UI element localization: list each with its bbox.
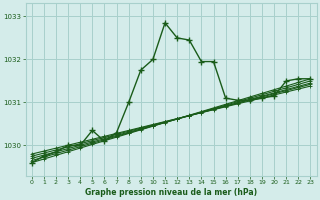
X-axis label: Graphe pression niveau de la mer (hPa): Graphe pression niveau de la mer (hPa)	[85, 188, 257, 197]
